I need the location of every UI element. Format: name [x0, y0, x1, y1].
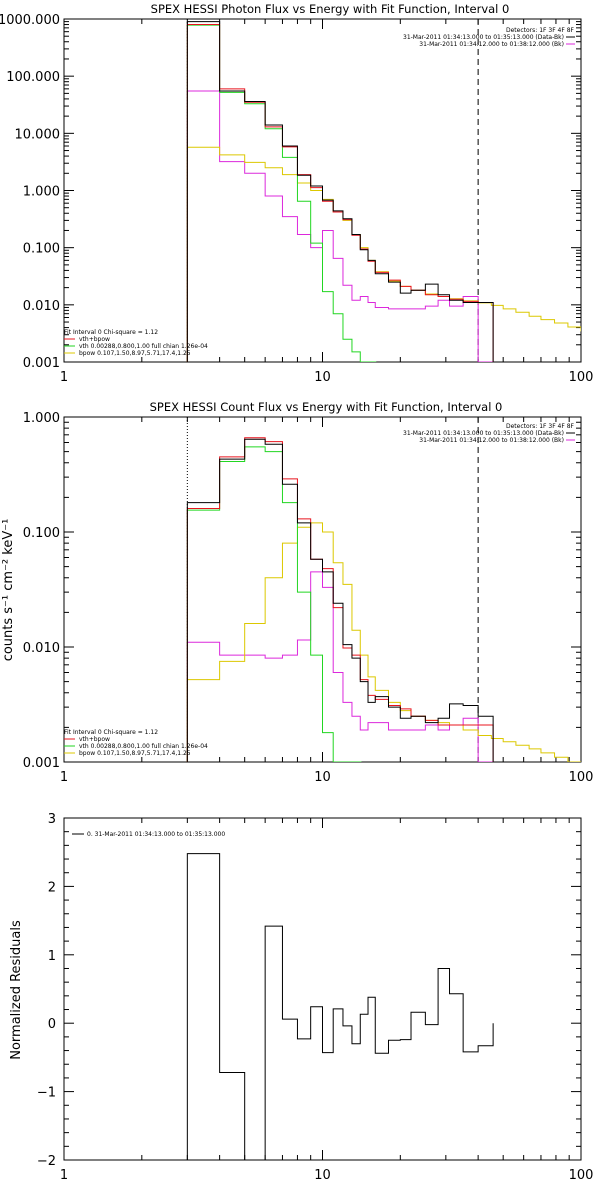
photon-y-tick-label: 1.000	[23, 185, 60, 200]
count-x-tick-label: 10	[314, 770, 331, 785]
residuals-ylabel: Normalized Residuals	[9, 920, 24, 1060]
count-x-tick-label: 1	[60, 770, 68, 785]
residuals-plot-area: 1 10 100 −2 −1 0 1 2 3	[37, 812, 594, 1183]
residuals-y-tick-label: 1	[48, 949, 56, 964]
count-flux-legend-bottom: Fit Interval 0 Chi-square = 1.12 vth+bpo…	[64, 729, 208, 757]
residuals-x-ticks: 1 10 100	[60, 818, 594, 1183]
photon-series-vth	[186, 24, 377, 362]
photon-flux-panel: SPEX HESSI Photon Flux vs Energy with Fi…	[0, 2, 594, 385]
photon-flux-title: SPEX HESSI Photon Flux vs Energy with Fi…	[151, 2, 510, 16]
residuals-panel: Normalized Residuals 1 10 100 −2 −1 0 1 2 3 0. 3…	[9, 812, 593, 1183]
count-flux-legend-top: Detectors: 1F 3F 4F 8F 31-Mar-2011 01:34…	[403, 423, 575, 444]
photon-y-tick-label: 1000.000	[0, 13, 60, 28]
residuals-axes-box	[63, 817, 582, 1161]
count-series-vth	[186, 446, 362, 762]
count-flux-title: SPEX HESSI Count Flux vs Energy with Fit…	[150, 400, 503, 414]
count-y-tick-label: 0.100	[23, 526, 60, 541]
photon-y-tick-label: 0.100	[23, 242, 60, 257]
count-y-tick-label: 0.010	[23, 641, 60, 656]
photon-y-tick-label: 0.010	[23, 299, 60, 314]
residuals-y-ticks: −2 −1 0 1 2 3	[37, 812, 581, 1169]
photon-y-ticks: 0.001 0.010 0.100 1.000 10.000 100.000 1000.00…	[0, 13, 581, 371]
residuals-legend-label: 0. 31-Mar-2011 01:34:13.000 to 01:35:13.…	[87, 831, 225, 838]
photon-y-tick-label: 0.001	[23, 356, 60, 371]
residuals-x-tick-label: 10	[314, 1168, 331, 1183]
residuals-x-tick-label: 1	[60, 1168, 68, 1183]
residuals-x-tick-label: 100	[569, 1168, 594, 1183]
count-x-tick-label: 100	[569, 770, 594, 785]
photon-series-bkg	[186, 90, 494, 362]
count-series-total	[186, 437, 494, 762]
photon-flux-legend-bottom: Fit Interval 0 Chi-square = 1.12 vth+bpo…	[64, 329, 208, 357]
photon-flux-legend-top: Detectors: 1F 3F 4F 8F 31-Mar-2011 01:34…	[403, 27, 575, 48]
photon-y-tick-label: 100.000	[6, 70, 60, 85]
count-x-ticks: 1 10 100	[60, 417, 594, 785]
photon-x-tick-label: 1	[60, 370, 68, 385]
residuals-y-tick-label: 2	[48, 880, 56, 895]
photon-legend-bkg-interval: 31-Mar-2011 01:34:12.000 to 01:38:12.000…	[419, 41, 564, 48]
photon-legend-total: vth+bpow	[79, 336, 110, 343]
photon-legend-detectors: Detectors: 1F 3F 4F 8F	[506, 27, 575, 34]
count-legend-detectors: Detectors: 1F 3F 4F 8F	[506, 423, 575, 430]
count-flux-plot-area: 1 10 100 0.001 0.010 0.100 1.000	[23, 411, 594, 785]
photon-flux-plot-area: 1 10 1000.0010.0100.1001.00010.000100.0001…	[0, 13, 594, 385]
count-series-bpow	[186, 522, 581, 762]
photon-legend-data-interval: 31-Mar-2011 01:34:13.000 to 01:35:13.000…	[403, 34, 564, 41]
photon-x-tick-label: 100	[569, 370, 594, 385]
count-series-bkg	[186, 571, 494, 762]
photon-x-ticks: 1 10 100	[60, 19, 594, 385]
residuals-y-tick-label: 3	[48, 812, 56, 827]
count-series-group	[186, 437, 581, 762]
count-flux-ylabel: counts s⁻¹ cm⁻² keV⁻¹	[1, 519, 16, 662]
residuals-y-tick-label: 0	[48, 1017, 56, 1032]
residuals-y-tick-label: −1	[37, 1086, 56, 1101]
count-y-ticks: 0.001 0.010 0.100 1.000	[23, 411, 581, 771]
count-legend-vth: vth 0.00288,0.800,1.00 full chian 1.26e-…	[79, 743, 208, 750]
photon-series-total	[186, 24, 494, 362]
count-y-tick-label: 0.001	[23, 756, 60, 771]
count-legend-bkg-interval: 31-Mar-2011 01:34:12.000 to 01:38:12.000…	[419, 437, 564, 444]
count-legend-total: vth+bpow	[79, 736, 110, 743]
residuals-series-group	[186, 853, 494, 1160]
photon-legend-bpow: bpow 0.107,1.50,8.97,5.71,17.4,1.25	[79, 350, 191, 357]
photon-legend-chisq: Fit Interval 0 Chi-square = 1.12	[64, 329, 158, 336]
count-series-data	[186, 438, 494, 762]
photon-series-bpow	[186, 146, 581, 362]
residuals-legend: 0. 31-Mar-2011 01:34:13.000 to 01:35:13.…	[72, 831, 225, 838]
photon-series-group	[186, 21, 581, 362]
residuals-series-data	[186, 853, 494, 1160]
residuals-y-tick-label: −2	[37, 1154, 56, 1169]
photon-series-data	[186, 21, 494, 362]
photon-y-tick-label: 10.000	[15, 127, 61, 142]
count-y-tick-label: 1.000	[23, 411, 60, 426]
photon-x-tick-label: 10	[314, 370, 331, 385]
photon-legend-vth: vth 0.00288,0.800,1.00 full chian 1.26e-…	[79, 343, 208, 350]
count-legend-chisq: Fit Interval 0 Chi-square = 1.12	[64, 729, 158, 736]
count-legend-data-interval: 31-Mar-2011 01:34:13.000 to 01:35:13.000…	[403, 430, 564, 437]
count-legend-bpow: bpow 0.107,1.50,8.97,5.71,17.4,1.25	[79, 750, 191, 757]
count-flux-panel: SPEX HESSI Count Flux vs Energy with Fit…	[1, 400, 594, 785]
